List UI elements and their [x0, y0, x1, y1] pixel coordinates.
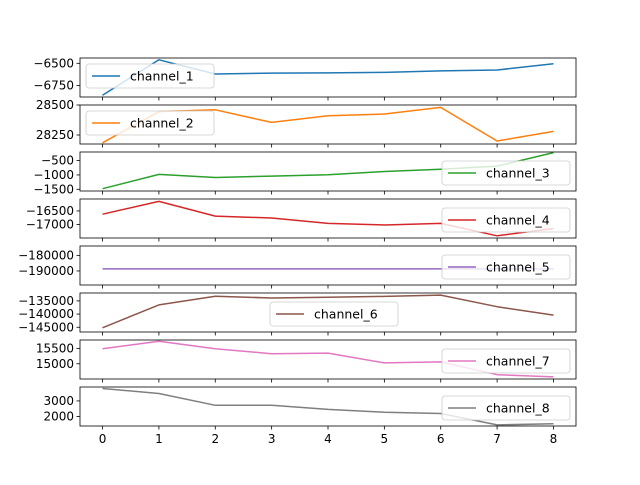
x-tick-label: 5	[381, 432, 389, 446]
legend-box	[441, 395, 571, 421]
x-tick-label: 8	[550, 432, 558, 446]
legend-channel_7: channel_7	[441, 348, 571, 374]
y-tick-label: −1500	[33, 182, 74, 196]
legend-label: channel_4	[486, 213, 550, 228]
legend-channel_3: channel_3	[441, 160, 571, 186]
legend-label: channel_7	[486, 354, 550, 369]
legend-box	[441, 207, 571, 233]
legend-channel_5: channel_5	[441, 254, 571, 280]
y-tick-label: −6500	[33, 56, 74, 70]
subplot-channel_3: −1500−1000−500 channel_3	[33, 151, 577, 196]
subplot-channel_2: 28250 28500 channel_2	[36, 98, 577, 148]
y-tick-label: 2000	[43, 409, 74, 423]
legend-label: channel_5	[486, 260, 550, 275]
series-line-channel_6	[102, 294, 554, 329]
subplot-channel_4: −17000−16500 channel_4	[26, 198, 577, 242]
legend-channel_6: channel_6	[269, 301, 399, 327]
y-tick-label: −190000	[18, 264, 74, 278]
y-tick-label: −135000	[18, 294, 74, 308]
x-tick-label: 2	[211, 432, 219, 446]
legend-box	[441, 160, 571, 186]
subplot-channel_6: −145000−140000−135000 channel_6	[18, 292, 577, 336]
y-tick-label: 28500	[36, 98, 74, 112]
y-tick-label: −140000	[18, 307, 74, 321]
x-tick-label: 0	[99, 432, 107, 446]
x-tick-label: 3	[268, 432, 276, 446]
legend-channel_8: channel_8	[441, 395, 571, 421]
y-tick-label: −1000	[33, 168, 74, 182]
legend-box	[441, 254, 571, 280]
legend-channel_2: channel_2	[85, 110, 215, 136]
y-tick-label: −16500	[26, 204, 74, 218]
x-tick-label: 7	[493, 432, 501, 446]
x-tick-label: 1	[155, 432, 163, 446]
legend-box	[85, 63, 215, 89]
legend-label: channel_1	[130, 69, 194, 84]
legend-label: channel_3	[486, 166, 550, 181]
legend-label: channel_8	[486, 401, 550, 416]
subplot-channel_5: −190000 −180000 channel_5	[18, 245, 577, 289]
y-tick-label: −180000	[18, 248, 74, 262]
legend-label: channel_6	[314, 307, 378, 322]
legend-box	[85, 110, 215, 136]
y-tick-label: −500	[41, 154, 74, 168]
y-tick-label: −6750	[33, 78, 74, 92]
y-tick-label: 15500	[36, 342, 74, 356]
y-tick-label: 15000	[36, 357, 74, 371]
x-tick-label: 6	[437, 432, 445, 446]
legend-label: channel_2	[130, 116, 194, 131]
y-tick-label: −145000	[18, 320, 74, 334]
legend-channel_1: channel_1	[85, 63, 215, 89]
y-tick-label: −17000	[26, 217, 74, 231]
y-tick-label: 3000	[43, 394, 74, 408]
x-tick-label: 4	[324, 432, 332, 446]
series-line-channel_8	[102, 387, 554, 426]
legend-box	[441, 348, 571, 374]
legend-channel_4: channel_4	[441, 207, 571, 233]
subplot-channel_1: −6750 −6500 channel_1	[33, 56, 577, 101]
y-tick-label: 28250	[36, 128, 74, 142]
legend-box	[269, 301, 399, 327]
